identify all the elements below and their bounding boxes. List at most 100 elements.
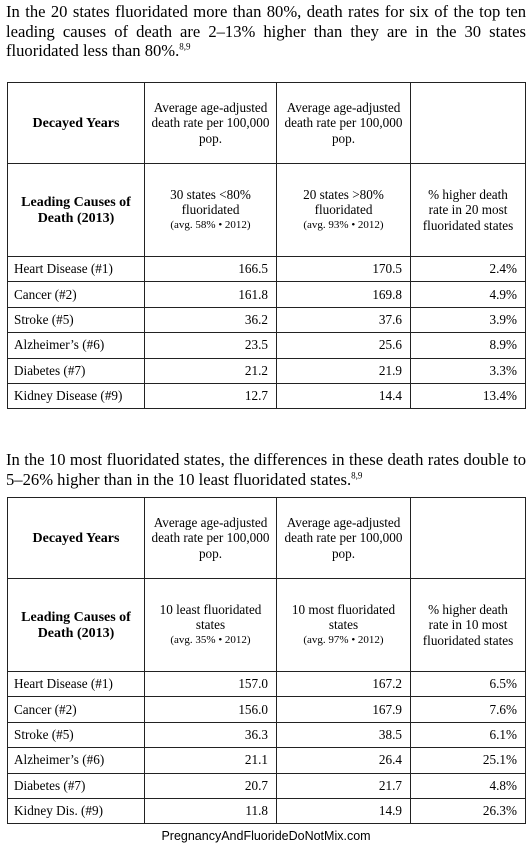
percent-cell: 3.3% (410, 357, 526, 384)
percent-cell: 2.4% (410, 255, 526, 283)
header-cell: Leading Causes of Death (2013) (7, 578, 145, 672)
column-title: 20 states >80% fluoridated (303, 186, 384, 218)
rate-cell: 156.0 (144, 696, 277, 723)
footnote-ref: 8,9 (351, 469, 363, 480)
table-row: Cancer (#2) 156.0 167.9 7.6% (7, 696, 526, 723)
rate-cell: 157.0 (144, 670, 277, 698)
cause-cell: Alzheimer’s (#6) (7, 747, 145, 774)
rate-cell: 14.4 (276, 382, 411, 410)
source-footer: PregnancyAndFluorideDoNotMix.com (161, 829, 371, 843)
table-header-row: Decayed Years Average age-adjusted death… (7, 82, 526, 164)
column-title: 10 most fluoridated states (291, 601, 396, 633)
rate-cell: 11.8 (144, 797, 277, 825)
cause-cell: Alzheimer’s (#6) (7, 332, 145, 359)
rate-cell: 21.9 (276, 357, 411, 384)
footnote-ref: 8,9 (179, 41, 191, 52)
column-title: 30 states <80% fluoridated (170, 186, 251, 218)
rate-cell: 169.8 (276, 281, 411, 308)
rate-cell: 166.5 (144, 255, 277, 283)
rate-cell: 20.7 (144, 772, 277, 799)
rate-cell: 25.6 (276, 332, 411, 359)
column-subtitle: (avg. 93% • 2012) (303, 218, 384, 231)
rate-cell: 26.4 (276, 747, 411, 774)
percent-cell: 26.3% (410, 797, 526, 825)
intro-paragraph-1: In the 20 states fluoridated more than 8… (6, 2, 526, 61)
rate-cell: 37.6 (276, 306, 411, 334)
header-cell-empty (410, 497, 526, 579)
table-row: Heart Disease (#1) 157.0 167.2 6.5% (7, 670, 526, 698)
percent-cell: 25.1% (410, 747, 526, 774)
header-cell: Decayed Years (7, 497, 145, 579)
decayed-years-label: Decayed Years (32, 530, 120, 546)
rate-cell: 23.5 (144, 332, 277, 359)
header-cell: 30 states <80% fluoridated (avg. 58% • 20… (144, 163, 277, 257)
header-cell: 20 states >80% fluoridated (avg. 93% • 20… (276, 163, 411, 257)
column-subtitle: (avg. 35% • 2012) (170, 633, 251, 646)
table-row: Heart Disease (#1) 166.5 170.5 2.4% (7, 255, 526, 283)
rate-cell: 36.2 (144, 306, 277, 334)
cause-cell: Heart Disease (#1) (7, 670, 145, 698)
death-rate-table-1: Decayed Years Average age-adjusted death… (7, 82, 526, 410)
rate-cell: 167.9 (276, 696, 411, 723)
header-cell: 10 most fluoridated states (avg. 97% • 20… (276, 578, 411, 672)
cause-cell: Diabetes (#7) (7, 772, 145, 799)
percent-cell: 3.9% (410, 306, 526, 334)
leading-causes-label: Leading Causes of Death (2013) (21, 194, 131, 227)
percent-cell: 6.1% (410, 721, 526, 749)
header-cell: 10 least fluoridated states (avg. 35% • 2… (144, 578, 277, 672)
table-subheader-row: Leading Causes of Death (2013) 30 states… (7, 163, 526, 257)
cause-cell: Cancer (#2) (7, 696, 145, 723)
rate-cell: 167.2 (276, 670, 411, 698)
table-row: Cancer (#2) 161.8 169.8 4.9% (7, 281, 526, 308)
header-cell: % higher death rate in 10 most fluoridat… (410, 578, 526, 672)
header-cell: Decayed Years (7, 82, 145, 164)
cause-cell: Stroke (#5) (7, 721, 145, 749)
percent-cell: 8.9% (410, 332, 526, 359)
table-row: Alzheimer’s (#6) 23.5 25.6 8.9% (7, 332, 526, 359)
percent-cell: 6.5% (410, 670, 526, 698)
rate-cell: 36.3 (144, 721, 277, 749)
table-header-row: Decayed Years Average age-adjusted death… (7, 497, 526, 579)
cause-cell: Kidney Disease (#9) (7, 382, 145, 410)
intro-text: In the 20 states fluoridated more than 8… (6, 2, 526, 60)
table-row: Diabetes (#7) 21.2 21.9 3.3% (7, 357, 526, 384)
rate-cell: 14.9 (276, 797, 411, 825)
column-subtitle: (avg. 58% • 2012) (170, 218, 251, 231)
header-cell-empty (410, 82, 526, 164)
table-subheader-row: Leading Causes of Death (2013) 10 least … (7, 578, 526, 672)
rate-cell: 21.1 (144, 747, 277, 774)
rate-cell: 170.5 (276, 255, 411, 283)
header-cell: % higher death rate in 20 most fluoridat… (410, 163, 526, 257)
table-row: Alzheimer’s (#6) 21.1 26.4 25.1% (7, 747, 526, 774)
rate-cell: 21.2 (144, 357, 277, 384)
table-row: Stroke (#5) 36.2 37.6 3.9% (7, 306, 526, 334)
table-row: Kidney Disease (#9) 12.7 14.4 13.4% (7, 382, 526, 410)
percent-cell: 4.8% (410, 772, 526, 799)
column-title: 10 least fluoridated states (159, 601, 262, 633)
percent-cell: 13.4% (410, 382, 526, 410)
cause-cell: Cancer (#2) (7, 281, 145, 308)
cause-cell: Diabetes (#7) (7, 357, 145, 384)
rate-cell: 21.7 (276, 772, 411, 799)
rate-cell: 12.7 (144, 382, 277, 410)
table-row: Diabetes (#7) 20.7 21.7 4.8% (7, 772, 526, 799)
header-cell: Average age-adjusted death rate per 100,… (144, 82, 277, 164)
intro-text: In the 10 most fluoridated states, the d… (6, 450, 526, 489)
header-cell: Leading Causes of Death (2013) (7, 163, 145, 257)
table-row: Stroke (#5) 36.3 38.5 6.1% (7, 721, 526, 749)
column-subtitle: (avg. 97% • 2012) (303, 633, 384, 646)
header-cell: Average age-adjusted death rate per 100,… (276, 82, 411, 164)
decayed-years-label: Decayed Years (32, 115, 120, 131)
cause-cell: Heart Disease (#1) (7, 255, 145, 283)
leading-causes-label: Leading Causes of Death (2013) (21, 609, 131, 642)
header-cell: Average age-adjusted death rate per 100,… (276, 497, 411, 579)
header-cell: Average age-adjusted death rate per 100,… (144, 497, 277, 579)
cause-cell: Kidney Dis. (#9) (7, 797, 145, 825)
death-rate-table-2: Decayed Years Average age-adjusted death… (7, 497, 526, 825)
percent-cell: 4.9% (410, 281, 526, 308)
cause-cell: Stroke (#5) (7, 306, 145, 334)
rate-cell: 38.5 (276, 721, 411, 749)
percent-cell: 7.6% (410, 696, 526, 723)
rate-cell: 161.8 (144, 281, 277, 308)
table-row: Kidney Dis. (#9) 11.8 14.9 26.3% (7, 797, 526, 825)
